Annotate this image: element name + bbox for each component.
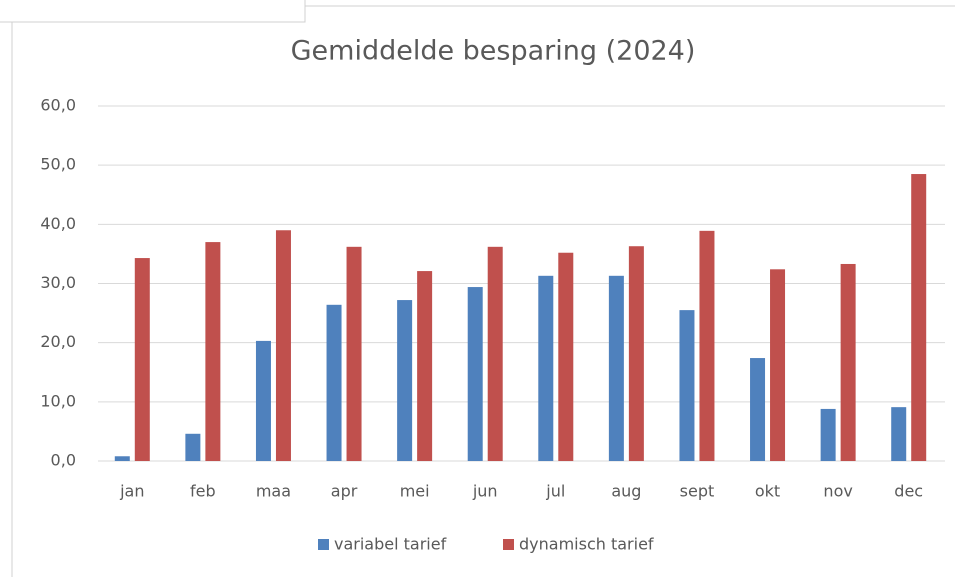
x-tick-label: jul xyxy=(545,482,565,501)
bar xyxy=(205,242,221,461)
bar xyxy=(891,407,907,461)
bar xyxy=(911,174,927,461)
x-tick-label: jan xyxy=(119,482,144,501)
y-tick-label: 20,0 xyxy=(40,332,76,351)
x-tick-label: okt xyxy=(755,482,780,501)
y-tick-label: 10,0 xyxy=(40,391,76,410)
y-tick-label: 50,0 xyxy=(40,155,76,174)
x-tick-label: jun xyxy=(472,482,498,501)
legend-swatch xyxy=(503,539,514,550)
bar xyxy=(134,258,150,461)
y-tick-label: 60,0 xyxy=(40,96,76,115)
bar xyxy=(538,275,554,461)
bar xyxy=(114,456,130,461)
bar xyxy=(487,246,503,461)
x-tick-label: maa xyxy=(256,482,291,501)
bar xyxy=(558,252,574,461)
bar xyxy=(840,263,856,461)
bar xyxy=(275,230,291,461)
bar xyxy=(326,304,342,461)
bar xyxy=(417,271,433,461)
bar xyxy=(397,300,413,461)
legend-label: dynamisch tarief xyxy=(519,535,654,554)
y-tick-label: 0,0 xyxy=(51,451,76,470)
bar xyxy=(699,230,715,461)
x-tick-label: apr xyxy=(331,482,358,501)
bar xyxy=(820,408,836,461)
x-tick-label: aug xyxy=(611,482,641,501)
bar xyxy=(628,246,644,461)
bar xyxy=(679,310,695,461)
bar xyxy=(255,340,271,461)
legend-swatch xyxy=(318,539,329,550)
tab-border xyxy=(0,0,306,23)
bar xyxy=(185,433,201,461)
x-tick-label: nov xyxy=(823,482,852,501)
bar xyxy=(346,246,362,461)
chart-title: Gemiddelde besparing (2024) xyxy=(291,36,696,67)
x-tick-label: dec xyxy=(894,482,923,501)
legend-label: variabel tarief xyxy=(334,535,447,554)
x-tick-label: sept xyxy=(680,482,715,501)
y-tick-label: 40,0 xyxy=(40,214,76,233)
bar xyxy=(750,358,766,461)
bar xyxy=(608,275,624,461)
x-tick-label: mei xyxy=(400,482,430,501)
bar xyxy=(770,269,786,461)
y-tick-label: 30,0 xyxy=(40,273,76,292)
x-tick-label: feb xyxy=(190,482,216,501)
bar xyxy=(467,287,483,461)
